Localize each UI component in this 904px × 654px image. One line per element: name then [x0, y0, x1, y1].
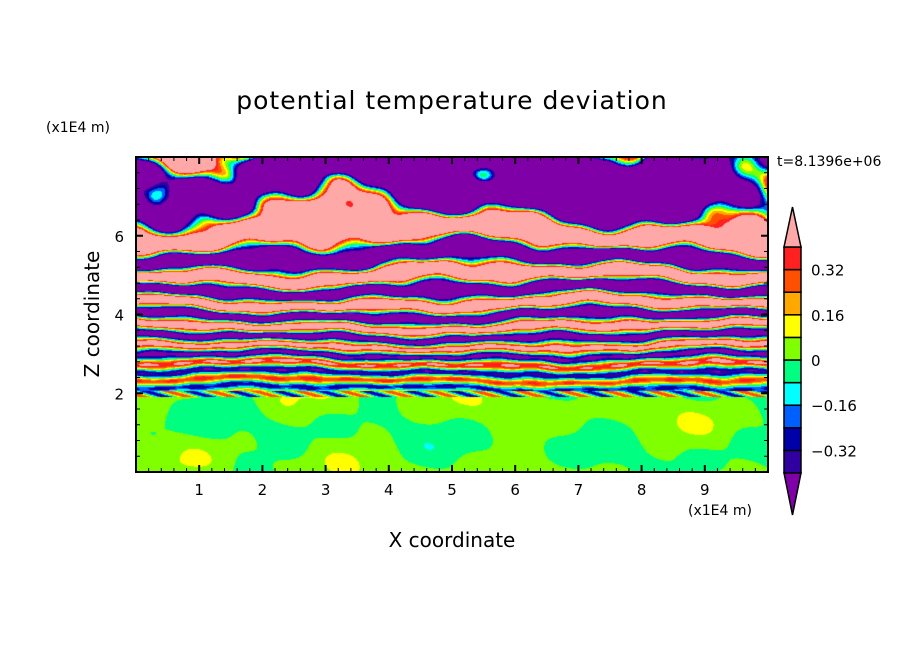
colorbar-cell	[783, 381, 802, 406]
x-tick-label: 1	[194, 481, 204, 499]
plot-frame	[135, 156, 769, 473]
colorbar-cell	[783, 268, 802, 293]
x-tick-label: 7	[574, 481, 584, 499]
time-label: t=8.1396e+06	[777, 154, 882, 170]
y-axis-unit: (x1E4 m)	[46, 120, 110, 136]
colorbar-label: 0.32	[811, 262, 844, 280]
colorbar-cell	[783, 359, 802, 384]
x-tick-label: 3	[321, 481, 331, 499]
colorbar-cell	[783, 449, 802, 474]
colorbar-extend-min	[783, 472, 802, 516]
chart-title: potential temperature deviation	[236, 86, 668, 115]
y-tick-label: 2	[114, 385, 124, 403]
x-axis-label: X coordinate	[388, 528, 516, 552]
colorbar-cell	[783, 291, 802, 316]
colorbar-label: 0	[811, 352, 821, 370]
x-tick-label: 8	[637, 481, 647, 499]
colorbar-cell	[783, 427, 802, 452]
y-tick-label: 4	[114, 307, 124, 325]
x-tick-label: 2	[258, 481, 268, 499]
colorbar-cell	[783, 404, 802, 429]
x-tick-label: 5	[447, 481, 457, 499]
colorbar-label: −0.32	[811, 442, 857, 460]
x-tick-label: 9	[700, 481, 710, 499]
x-tick-label: 6	[510, 481, 520, 499]
x-tick-label: 4	[384, 481, 394, 499]
x-axis-unit: (x1E4 m)	[688, 503, 752, 519]
colorbar-extend-max	[783, 206, 802, 248]
contour-field	[136, 157, 768, 472]
colorbar-label: 0.16	[811, 307, 844, 325]
colorbar-cell	[783, 314, 802, 339]
y-tick-label: 6	[114, 228, 124, 246]
colorbar-cell	[783, 336, 802, 361]
colorbar-cell	[783, 246, 802, 271]
colorbar-label: −0.16	[811, 397, 857, 415]
